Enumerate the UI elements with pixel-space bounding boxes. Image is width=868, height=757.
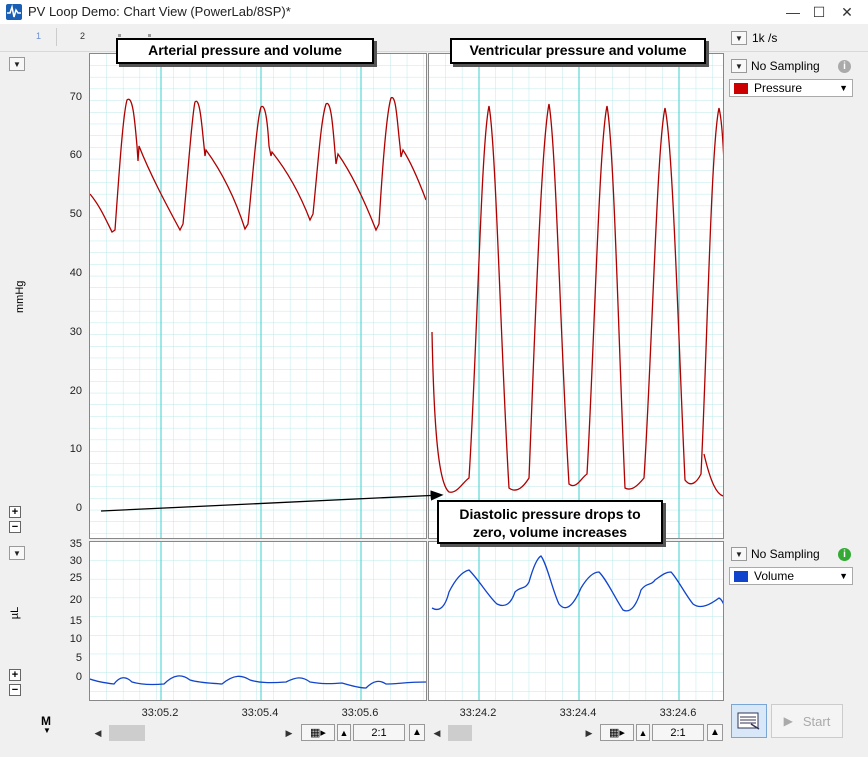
scrollbar-right[interactable]: ◀ ▶ — [428, 724, 598, 742]
pressure-color-swatch — [734, 82, 748, 94]
zoom-up-button-left[interactable]: ▲ — [409, 724, 425, 741]
minimize-button[interactable]: — — [786, 4, 800, 20]
pressure-info-icon[interactable]: i — [838, 60, 851, 73]
pressure-unit-label: mmHg — [14, 280, 26, 313]
maximize-button[interactable]: ☐ — [812, 3, 826, 20]
time-tick-label: 33:24.6 — [659, 707, 697, 719]
pressure-plot-left[interactable] — [89, 53, 427, 539]
zoom-down-button-left[interactable]: ▲ — [337, 724, 351, 741]
volume-zoom-in-button[interactable]: + — [9, 669, 21, 681]
pressure-zoom-out-button[interactable]: − — [9, 521, 21, 533]
pressure-sampling-dropdown-button[interactable]: ▼ — [731, 59, 747, 73]
title-bar: PV Loop Demo: Chart View (PowerLab/8SP)*… — [0, 0, 868, 24]
start-button[interactable]: ▶ Start — [771, 704, 843, 738]
marker-2[interactable]: 2 — [80, 31, 86, 41]
pressure-trace-right — [429, 54, 723, 538]
volume-sampling-status: No Sampling — [751, 547, 820, 561]
marker-dot — [148, 34, 151, 37]
divider — [56, 28, 57, 46]
volume-channel-select[interactable]: Volume ▼ — [729, 567, 853, 585]
scrollbar-left[interactable]: ◀ ▶ — [89, 724, 299, 742]
zoom-up-button-right[interactable]: ▲ — [707, 724, 723, 741]
volume-zoom-out-button[interactable]: − — [9, 684, 21, 696]
ventricular-title-annotation: Ventricular pressure and volume — [450, 38, 706, 64]
y-tick-label: 5 — [75, 652, 82, 664]
y-tick-label: 0 — [75, 502, 82, 514]
y-tick-label: 70 — [69, 91, 82, 103]
marker-m-arrow-icon: ▼ — [43, 726, 51, 735]
pressure-sampling-status: No Sampling — [751, 59, 820, 73]
scroll-thumb[interactable] — [109, 725, 145, 741]
chart-settings-button[interactable] — [731, 704, 767, 738]
marker-m-label[interactable]: M — [41, 714, 51, 728]
marker-dot — [118, 34, 121, 37]
y-tick-label: 60 — [69, 149, 82, 161]
fit-view-button-left[interactable]: ▦▸ — [301, 724, 335, 741]
y-tick-label: 15 — [69, 615, 82, 627]
y-tick-label: 20 — [69, 385, 82, 397]
zoom-down-button-right[interactable]: ▲ — [636, 724, 650, 741]
close-button[interactable]: ✕ — [841, 3, 853, 20]
diastolic-callout: Diastolic pressure drops to zero, volume… — [437, 500, 663, 544]
y-tick-label: 20 — [69, 594, 82, 606]
volume-color-swatch — [734, 570, 748, 582]
y-tick-label: 25 — [69, 572, 82, 584]
volume-sampling-dropdown-button[interactable]: ▼ — [731, 547, 747, 561]
y-tick-label: 30 — [69, 555, 82, 567]
volume-info-icon[interactable]: i — [838, 548, 851, 561]
scroll-left-icon[interactable]: ◀ — [94, 727, 102, 738]
scroll-thumb[interactable] — [448, 725, 472, 741]
fit-view-button-right[interactable]: ▦▸ — [600, 724, 634, 741]
chevron-down-icon: ▼ — [839, 83, 848, 93]
arterial-title-annotation: Arterial pressure and volume — [116, 38, 374, 64]
y-tick-label: 10 — [69, 443, 82, 455]
volume-channel-name: Volume — [754, 569, 795, 583]
pressure-axis-menu-button[interactable]: ▼ — [9, 57, 25, 71]
time-tick-label: 33:24.4 — [559, 707, 597, 719]
zoom-ratio-left[interactable]: 2:1 — [353, 724, 405, 741]
time-tick-label: 33:05.4 — [241, 707, 279, 719]
play-icon: ▶ — [783, 714, 793, 728]
y-tick-label: 30 — [69, 326, 82, 338]
callout-line-1: Diastolic pressure drops to — [459, 506, 641, 522]
window-title: PV Loop Demo: Chart View (PowerLab/8SP)* — [28, 4, 291, 19]
rate-dropdown-button[interactable]: ▼ — [731, 31, 747, 45]
callout-line-2: zero, volume increases — [472, 524, 628, 540]
pressure-plot-right[interactable] — [428, 53, 724, 539]
pressure-zoom-in-button[interactable]: + — [9, 506, 21, 518]
chevron-down-icon: ▼ — [839, 571, 848, 581]
marker-1[interactable]: 1 — [36, 31, 42, 41]
time-tick-label: 33:05.2 — [141, 707, 179, 719]
volume-plot-left[interactable] — [89, 541, 427, 701]
pressure-channel-name: Pressure — [754, 81, 803, 95]
start-label: Start — [802, 713, 831, 729]
volume-trace-left — [90, 542, 426, 700]
time-tick-label: 33:24.2 — [459, 707, 497, 719]
annotation-arrow — [100, 490, 444, 512]
sampling-rate: 1k /s — [752, 31, 778, 45]
time-tick-label: 33:05.6 — [341, 707, 379, 719]
volume-axis-menu-button[interactable]: ▼ — [9, 546, 25, 560]
scroll-left-icon[interactable]: ◀ — [433, 727, 441, 738]
chart-settings-icon — [737, 712, 760, 730]
volume-plot-right[interactable] — [428, 541, 724, 701]
y-tick-label: 0 — [75, 671, 82, 683]
scroll-right-icon[interactable]: ▶ — [585, 727, 593, 738]
volume-trace-right — [429, 542, 723, 700]
pressure-channel-select[interactable]: Pressure ▼ — [729, 79, 853, 97]
app-icon — [6, 4, 22, 20]
y-tick-label: 40 — [69, 267, 82, 279]
y-tick-label: 35 — [69, 538, 82, 550]
scroll-right-icon[interactable]: ▶ — [285, 727, 293, 738]
pressure-trace-left — [90, 54, 426, 538]
volume-unit-label: µL — [9, 606, 21, 620]
y-tick-label: 50 — [69, 208, 82, 220]
zoom-ratio-right[interactable]: 2:1 — [652, 724, 704, 741]
y-tick-label: 10 — [69, 633, 82, 645]
